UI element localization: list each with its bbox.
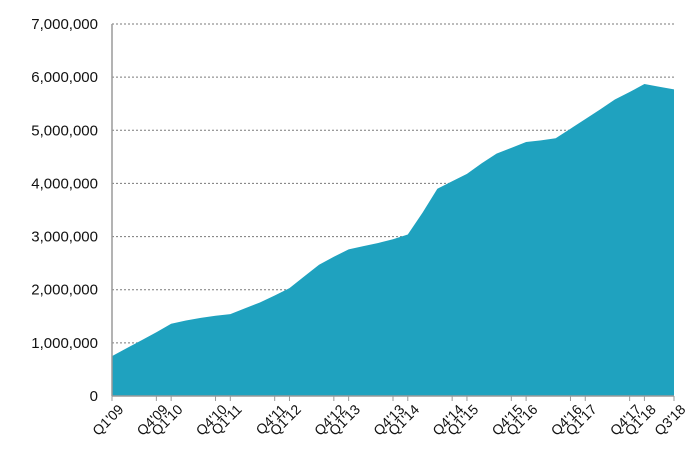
y-tick-labels: 0 1,000,000 2,000,000 3,000,000 4,000,000 5,0… xyxy=(31,16,98,405)
y-tick-label: 4,000,000 xyxy=(31,175,98,192)
y-tick-label: 3,000,000 xyxy=(31,229,98,246)
y-tick-label: 7,000,000 xyxy=(31,16,98,33)
area-series xyxy=(112,84,674,397)
y-tick-label: 1,000,000 xyxy=(31,335,98,352)
x-tick-label: Q1'09 xyxy=(89,401,127,439)
y-tick-label: 6,000,000 xyxy=(31,69,98,86)
y-tick-label: 2,000,000 xyxy=(31,282,98,299)
y-tick-label: 5,000,000 xyxy=(31,122,98,139)
gridlines xyxy=(112,23,674,344)
area-fill xyxy=(112,84,674,397)
x-tick-label: Q3'18 xyxy=(651,401,689,439)
axes xyxy=(111,24,675,401)
y-tick-label: 0 xyxy=(90,388,98,405)
